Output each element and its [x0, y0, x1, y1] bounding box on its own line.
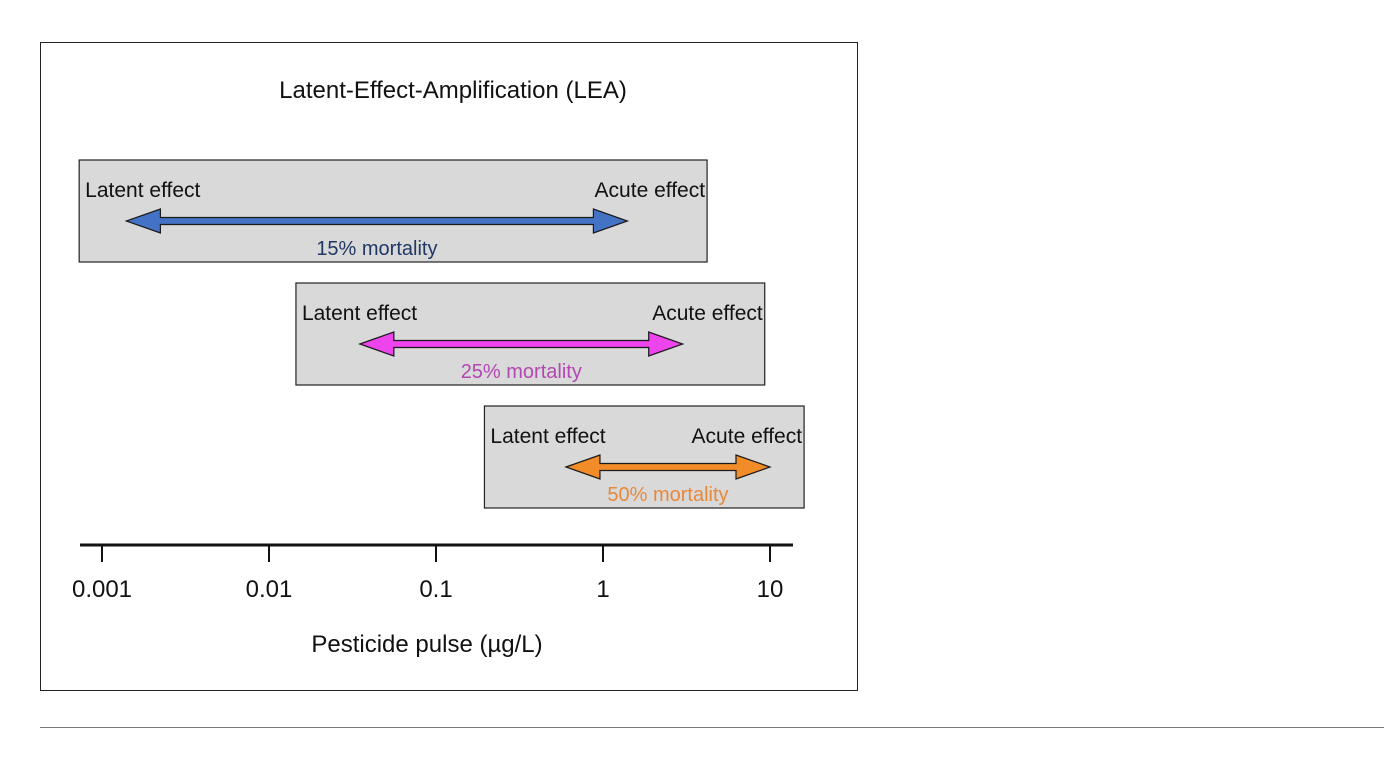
range-group: Latent effect Acute effect 25% mortality [295, 282, 766, 386]
acute-effect-label: Acute effect [692, 425, 803, 448]
double-arrow [124, 208, 630, 234]
double-arrow [564, 454, 772, 480]
mortality-label: 25% mortality [461, 361, 582, 383]
acute-effect-label: Acute effect [652, 302, 763, 325]
mortality-label: 15% mortality [316, 238, 437, 260]
axis-tick-label: 0.001 [72, 576, 132, 603]
page-divider [40, 727, 1384, 728]
axis-label: Pesticide pulse (µg/L) [311, 631, 542, 658]
latent-effect-label: Latent effect [302, 302, 417, 325]
double-arrow [358, 331, 685, 357]
axis-tick-label: 0.1 [419, 576, 452, 603]
range-box [78, 159, 708, 263]
latent-effect-label: Latent effect [490, 425, 605, 448]
axis-tick-label: 10 [757, 576, 784, 603]
mortality-label: 50% mortality [607, 484, 728, 506]
range-group: Latent effect Acute effect 15% mortality [78, 159, 708, 263]
diagram-title: Latent-Effect-Amplification (LEA) [279, 77, 627, 104]
axis-tick-label: 1 [596, 576, 609, 603]
range-group: Latent effect Acute effect 50% mortality [483, 405, 805, 509]
concentration-axis: 0.001 0.01 0.1 1 10 [72, 543, 793, 603]
axis-tick-label: 0.01 [246, 576, 293, 603]
acute-effect-label: Acute effect [595, 179, 706, 202]
latent-effect-label: Latent effect [85, 179, 200, 202]
range-box [295, 282, 766, 386]
range-box [483, 405, 805, 509]
